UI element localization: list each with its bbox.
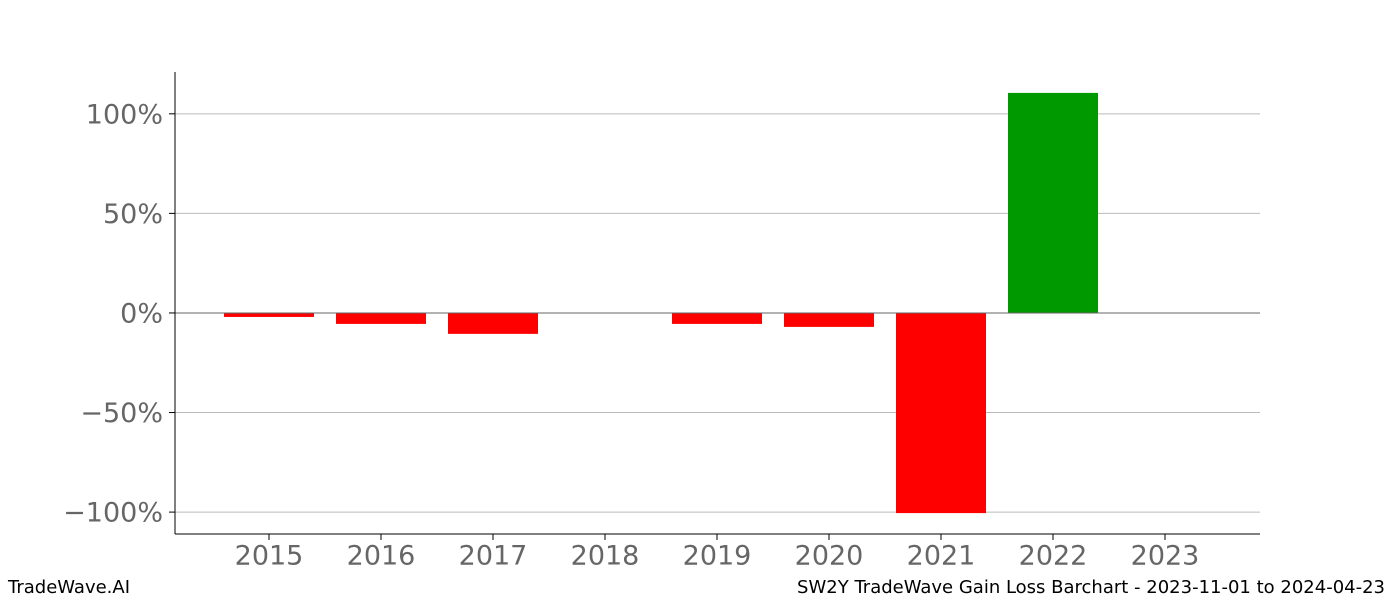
y-tick-label: 0%	[120, 298, 163, 329]
bar	[784, 312, 874, 327]
bar	[224, 312, 314, 317]
bar	[672, 312, 762, 324]
bar	[1008, 92, 1098, 313]
bar	[336, 312, 426, 324]
y-tick-label: 50%	[103, 199, 163, 230]
x-tick-label: 2016	[347, 541, 416, 572]
x-tick-label: 2019	[683, 541, 752, 572]
x-tick-label: 2021	[907, 541, 976, 572]
x-tick-label: 2015	[235, 541, 304, 572]
y-tick-label: −50%	[80, 398, 163, 429]
y-tick-label: −100%	[63, 498, 163, 529]
x-tick-label: 2017	[459, 541, 528, 572]
x-tick-label: 2022	[1019, 541, 1088, 572]
x-tick-label: 2023	[1131, 541, 1200, 572]
bar	[896, 312, 986, 514]
footer-right: SW2Y TradeWave Gain Loss Barchart - 2023…	[797, 577, 1385, 598]
x-tick-label: 2020	[795, 541, 864, 572]
footer-left: TradeWave.AI	[7, 577, 130, 598]
bar	[448, 312, 538, 334]
y-tick-label: 100%	[86, 99, 163, 130]
x-tick-label: 2018	[571, 541, 640, 572]
